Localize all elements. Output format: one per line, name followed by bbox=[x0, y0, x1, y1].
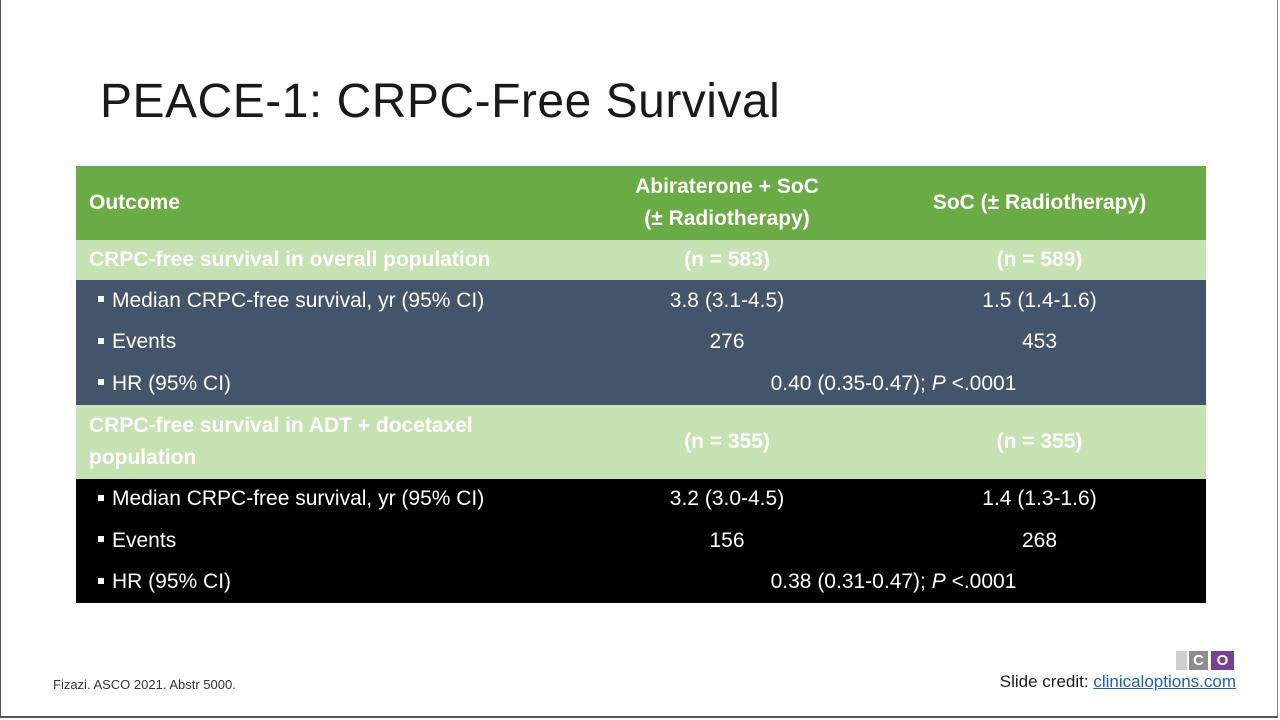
p-label: P bbox=[931, 570, 946, 594]
cell-hr-value: 0.38 (0.31-0.47); P <.0001 bbox=[770, 570, 1017, 594]
slide-credit: Slide credit: clinicaloptions.com bbox=[1000, 672, 1236, 692]
section-n-soc: (n = 589) bbox=[996, 248, 1083, 271]
p-label: P bbox=[931, 371, 946, 395]
logo-letter-o: O bbox=[1211, 651, 1234, 670]
cell-soc: 1.5 (1.4-1.6) bbox=[982, 288, 1097, 312]
section-title: CRPC-free survival in overall population bbox=[89, 248, 491, 271]
bullet-icon bbox=[98, 337, 104, 344]
credit-label: Slide credit: bbox=[999, 672, 1094, 691]
section-title: CRPC-free survival in ADT + docetaxel po… bbox=[89, 413, 473, 469]
table-row-hr: HR (95% CI) 0.40 (0.35-0.47); P <.0001 bbox=[76, 363, 1206, 405]
bullet-icon bbox=[98, 296, 104, 303]
cell-soc: 268 bbox=[1021, 528, 1058, 552]
header-abiraterone-line2: (± Radiotherapy) bbox=[644, 207, 810, 230]
header-soc: SoC (± Radiotherapy) bbox=[932, 191, 1147, 214]
citation-footnote: Fizazi. ASCO 2021. Abstr 5000. bbox=[53, 677, 236, 692]
row-label: HR (95% CI) bbox=[76, 562, 581, 604]
header-outcome: Outcome bbox=[89, 191, 181, 214]
row-label: Events bbox=[76, 520, 581, 562]
row-label: Median CRPC-free survival, yr (95% CI) bbox=[76, 479, 581, 521]
bullet-icon bbox=[98, 379, 104, 386]
cell-abiraterone: 3.2 (3.0-4.5) bbox=[669, 487, 785, 511]
logo-letter-c: C bbox=[1189, 651, 1208, 670]
section-n-soc: (n = 355) bbox=[996, 429, 1083, 453]
bullet-icon bbox=[98, 494, 104, 501]
header-abiraterone: Abiraterone + SoC (± Radiotherapy) bbox=[581, 166, 873, 240]
cell-abiraterone: 276 bbox=[709, 330, 745, 354]
bullet-icon bbox=[98, 577, 104, 584]
cell-abiraterone: 156 bbox=[709, 528, 745, 552]
table-row: Median CRPC-free survival, yr (95% CI) 3… bbox=[76, 280, 1206, 322]
cco-logo: C O bbox=[1176, 651, 1234, 670]
section-row-overall: CRPC-free survival in overall population… bbox=[76, 240, 1206, 280]
table-row: Median CRPC-free survival, yr (95% CI) 3… bbox=[76, 478, 1206, 521]
section-n-abiraterone: (n = 355) bbox=[684, 429, 770, 453]
cell-hr-value: 0.40 (0.35-0.47); P <.0001 bbox=[770, 371, 1017, 395]
section-row-docetaxel: CRPC-free survival in ADT + docetaxel po… bbox=[76, 404, 1206, 479]
cell-soc: 1.4 (1.3-1.6) bbox=[982, 487, 1097, 511]
table-row-hr: HR (95% CI) 0.38 (0.31-0.47); P <.0001 bbox=[76, 561, 1206, 604]
header-abiraterone-line1: Abiraterone + SoC bbox=[635, 175, 819, 198]
row-label: HR (95% CI) bbox=[76, 363, 581, 405]
row-label: Median CRPC-free survival, yr (95% CI) bbox=[76, 280, 581, 322]
row-label: Events bbox=[76, 322, 581, 364]
cell-soc: 453 bbox=[1021, 330, 1058, 354]
table-row: Events 276 453 bbox=[76, 321, 1206, 364]
table-row: Events 156 268 bbox=[76, 520, 1206, 562]
table-header-row: Outcome Abiraterone + SoC (± Radiotherap… bbox=[76, 166, 1206, 240]
credit-link[interactable]: clinicaloptions.com bbox=[1093, 672, 1236, 691]
bullet-icon bbox=[98, 536, 104, 543]
section-n-abiraterone: (n = 583) bbox=[684, 248, 770, 271]
slide-title: PEACE-1: CRPC-Free Survival bbox=[100, 75, 781, 128]
results-table: Outcome Abiraterone + SoC (± Radiotherap… bbox=[76, 166, 1206, 603]
logo-block bbox=[1176, 651, 1187, 670]
cell-abiraterone: 3.8 (3.1-4.5) bbox=[669, 288, 785, 312]
